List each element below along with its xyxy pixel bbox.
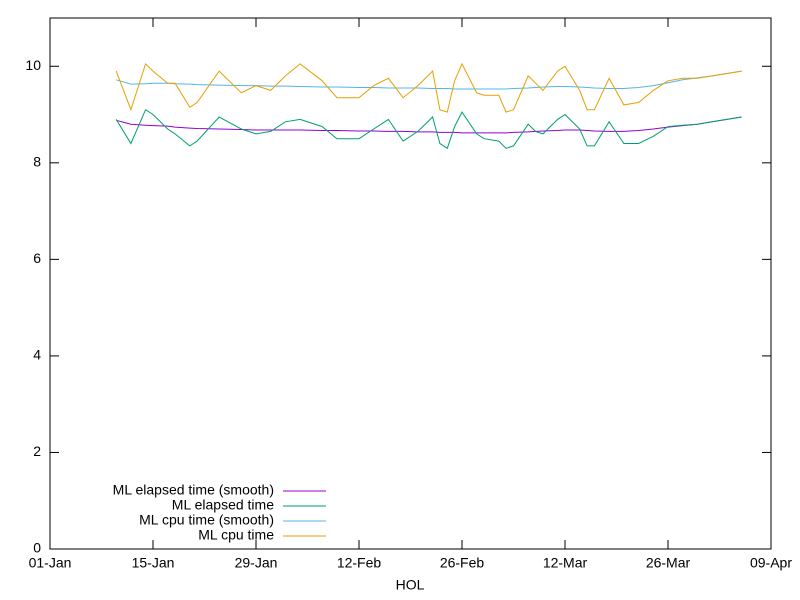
y-tick-label: 4 <box>33 347 41 363</box>
x-tick-label: 09-Apr <box>750 555 792 571</box>
y-tick-label: 2 <box>33 443 41 459</box>
legend-label: ML cpu time <box>198 527 274 543</box>
legend-label: ML cpu time (smooth) <box>139 512 274 528</box>
x-tick-label: 26-Feb <box>440 555 485 571</box>
series-line <box>115 108 742 150</box>
y-tick-label: 6 <box>33 250 41 266</box>
x-tick-label: 01-Jan <box>29 555 72 571</box>
x-tick-label: 12-Mar <box>543 555 588 571</box>
series-line <box>116 116 742 134</box>
x-tick-label: 12-Feb <box>337 555 382 571</box>
y-tick-label: 8 <box>33 154 41 170</box>
y-tick-label: 0 <box>33 540 41 556</box>
legend-label: ML elapsed time (smooth) <box>113 482 274 498</box>
x-tick-label: 15-Jan <box>132 555 175 571</box>
x-axis-label: HOL <box>396 577 425 593</box>
legend-label: ML elapsed time <box>172 497 274 513</box>
series-line <box>116 70 742 90</box>
x-tick-label: 26-Mar <box>646 555 691 571</box>
series-line <box>115 62 742 113</box>
y-tick-label: 10 <box>25 57 41 73</box>
plot-border <box>49 17 772 550</box>
x-tick-label: 29-Jan <box>235 555 278 571</box>
